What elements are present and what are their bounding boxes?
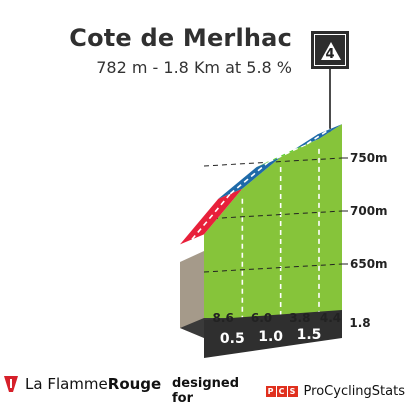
elevation-tick-label: 650m xyxy=(350,257,388,271)
page-title: Cote de Merlhac xyxy=(69,24,292,52)
elevation-tick-label: 750m xyxy=(350,151,388,165)
distance-label: 1.5 xyxy=(297,327,322,343)
segment-centerline xyxy=(268,143,308,163)
gradient-label: 6.0 xyxy=(251,311,272,325)
segment-ribbon xyxy=(218,156,281,199)
category-number: 4 xyxy=(325,47,335,62)
pcs-logo: P C S xyxy=(265,385,299,397)
distance-strip-front xyxy=(204,310,342,358)
gradient-label: 8.6 xyxy=(213,311,234,325)
distance-label: 1.0 xyxy=(258,329,283,345)
climb-summary: 782 m - 1.8 Km at 5.8 % xyxy=(96,58,292,77)
profile-area xyxy=(204,124,342,331)
pcs-letter-p: P xyxy=(265,385,276,397)
pcs-letter-c: C xyxy=(276,385,287,397)
elevation-tick-label: 700m xyxy=(350,204,388,218)
flag-icon xyxy=(4,376,18,392)
segment-centerline xyxy=(191,193,231,240)
gradient-label: 4.4 xyxy=(320,311,341,325)
elevation-profile-chart: 650m 700m 750m 8.6 6.0 3.8 4.4 0.5 1.0 1.5 1.8 xyxy=(180,69,388,358)
profile-side-wall xyxy=(180,251,204,338)
segment-centerline xyxy=(306,128,331,145)
la-flamme-rouge-logo: La FlammeRouge xyxy=(3,372,161,396)
category-badge: 4 xyxy=(311,31,349,69)
pcs-name: ProCyclingStats xyxy=(303,383,405,399)
triangle-icon xyxy=(321,42,341,60)
distance-label: 0.5 xyxy=(220,331,245,347)
brand-prefix: La Flamme xyxy=(25,375,108,393)
pcs-letter-s: S xyxy=(287,385,298,397)
gradient-label: 3.8 xyxy=(289,311,310,325)
brand-suffix: Rouge xyxy=(107,375,162,393)
distance-label: 1.8 xyxy=(349,316,370,330)
